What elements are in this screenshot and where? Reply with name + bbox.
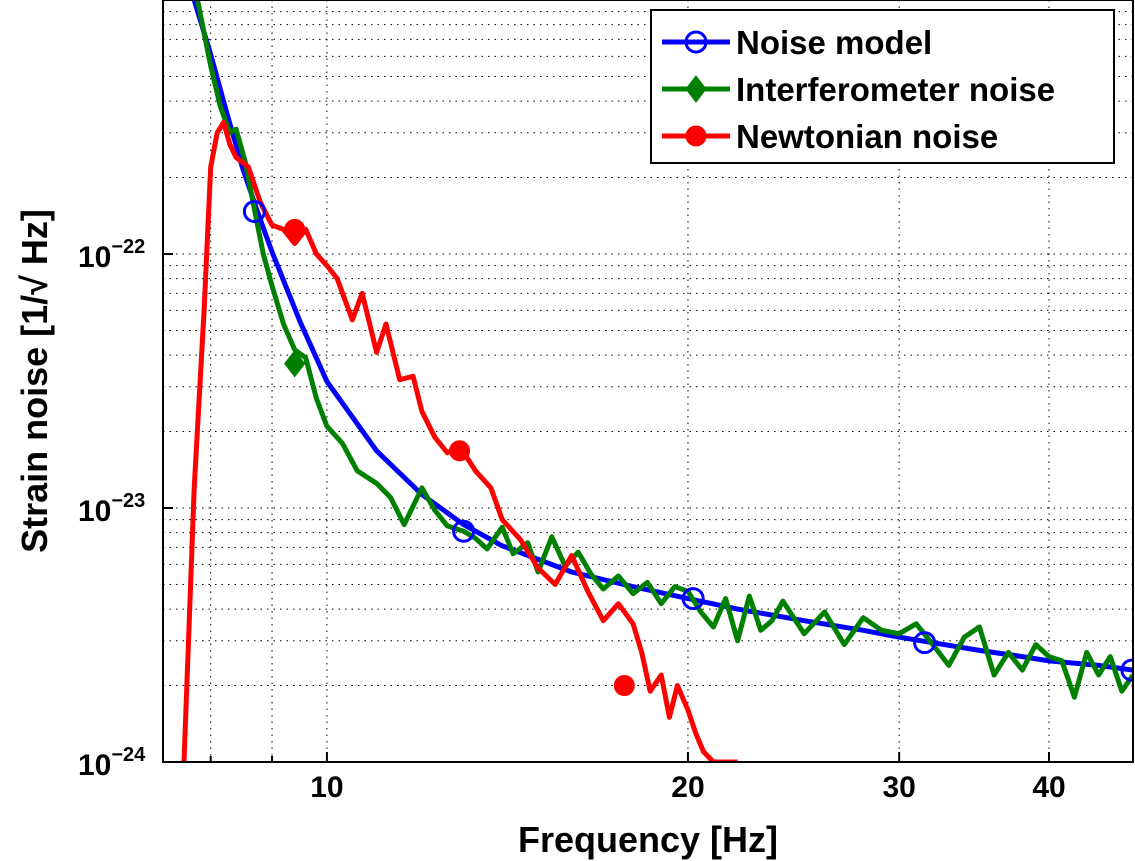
legend-label: Newtonian noise xyxy=(736,118,998,155)
legend-marker xyxy=(686,126,706,146)
x-tick-label: 20 xyxy=(671,771,704,804)
x-tick-label: 40 xyxy=(1032,771,1065,804)
legend-label: Noise model xyxy=(736,24,932,61)
series-marker-2 xyxy=(450,441,470,461)
legend-label: Interferometer noise xyxy=(736,71,1055,108)
x-axis-label: Frequency [Hz] xyxy=(518,819,778,860)
series-marker-2 xyxy=(614,676,634,696)
x-tick-label: 10 xyxy=(310,771,343,804)
y-axis-label: Strain noise [1/√ Hz] xyxy=(14,209,55,553)
legend: Noise model Interferometer noise Newtonian… xyxy=(651,10,1114,163)
series-marker-2 xyxy=(285,219,305,239)
x-tick-label: 30 xyxy=(882,771,915,804)
